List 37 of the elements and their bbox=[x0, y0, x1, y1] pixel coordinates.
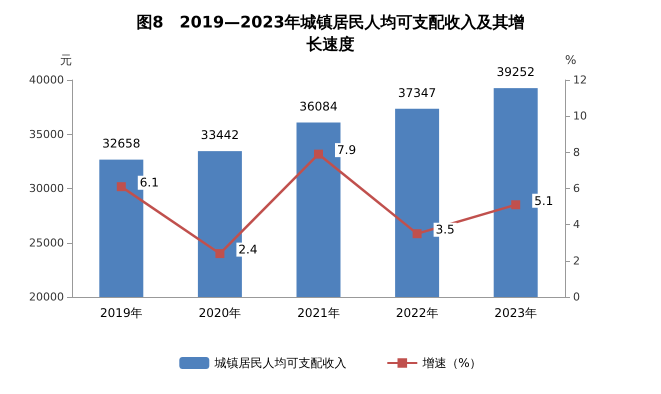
y2-tick-label: 0 bbox=[573, 290, 580, 304]
y-tick-label: 25000 bbox=[29, 236, 64, 250]
point bbox=[116, 182, 126, 192]
point bbox=[511, 200, 520, 210]
y2-tick-label: 6 bbox=[573, 182, 580, 195]
y2-tick-label: 2 bbox=[573, 254, 580, 268]
data-label: 7.9 bbox=[337, 143, 356, 158]
y-tick-label: 30000 bbox=[29, 182, 64, 195]
data-label: 36084 bbox=[299, 99, 338, 114]
x-tick-label: 2020年 bbox=[198, 306, 242, 320]
y-tick-label: 35000 bbox=[29, 128, 64, 141]
x-tick-label: 2019年 bbox=[100, 306, 143, 320]
y2-tick-label: 8 bbox=[573, 146, 580, 159]
x-tick-label: 2021年 bbox=[297, 306, 340, 320]
point bbox=[314, 150, 323, 159]
data-label: 33442 bbox=[200, 128, 239, 142]
y2-tick-label: 12 bbox=[573, 74, 587, 86]
data-label: 6.1 bbox=[140, 176, 159, 190]
point bbox=[412, 229, 422, 238]
y2-tick-label: 4 bbox=[573, 218, 580, 232]
data-label: 3.5 bbox=[436, 222, 455, 237]
chart-title: 图8 2019—2023年城镇居民人均可支配收入及其增长速度 bbox=[136, 12, 525, 54]
y2-axis-title: % bbox=[565, 53, 576, 67]
y-axis-title: 元 bbox=[60, 53, 72, 67]
data-label: 39252 bbox=[496, 65, 535, 80]
point bbox=[215, 249, 224, 258]
data-label: 5.1 bbox=[534, 194, 554, 208]
legend-label: 城镇居民人均可支配收入 bbox=[213, 356, 346, 370]
legend-label: 增速（%） bbox=[421, 356, 482, 370]
x-tick-label: 2023年 bbox=[494, 306, 537, 320]
x-tick-label: 2022年 bbox=[396, 306, 438, 320]
y-tick-label: 40000 bbox=[29, 74, 64, 86]
data-label: 37347 bbox=[398, 86, 436, 100]
y-tick-label: 20000 bbox=[29, 290, 64, 304]
data-label: 2.4 bbox=[238, 242, 258, 257]
y2-tick-label: 10 bbox=[573, 110, 587, 123]
data-label: 32658 bbox=[102, 136, 140, 151]
